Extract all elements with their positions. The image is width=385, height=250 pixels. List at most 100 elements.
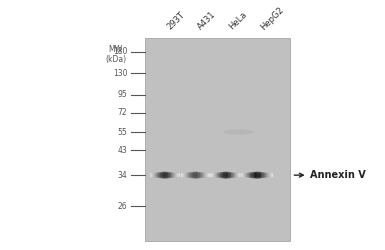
Ellipse shape <box>241 173 242 177</box>
Ellipse shape <box>187 172 188 178</box>
Ellipse shape <box>219 172 221 178</box>
Ellipse shape <box>150 173 151 177</box>
Ellipse shape <box>256 172 257 179</box>
Ellipse shape <box>226 172 227 179</box>
Ellipse shape <box>177 173 179 177</box>
Ellipse shape <box>174 172 175 178</box>
Ellipse shape <box>253 172 254 178</box>
Ellipse shape <box>224 172 225 179</box>
Text: 130: 130 <box>113 69 127 78</box>
Ellipse shape <box>204 172 205 178</box>
Ellipse shape <box>208 173 209 177</box>
Ellipse shape <box>216 172 218 178</box>
Ellipse shape <box>249 172 250 178</box>
Ellipse shape <box>264 172 265 178</box>
Ellipse shape <box>172 172 173 178</box>
Ellipse shape <box>239 173 241 177</box>
Ellipse shape <box>194 172 195 179</box>
Ellipse shape <box>182 173 183 177</box>
Ellipse shape <box>156 172 157 178</box>
Ellipse shape <box>206 173 207 178</box>
Ellipse shape <box>223 172 224 178</box>
Ellipse shape <box>234 172 236 178</box>
Ellipse shape <box>218 172 219 178</box>
Ellipse shape <box>192 172 193 178</box>
Ellipse shape <box>264 172 266 178</box>
Ellipse shape <box>183 173 184 178</box>
Ellipse shape <box>244 173 246 178</box>
Ellipse shape <box>252 172 253 178</box>
Ellipse shape <box>188 172 189 178</box>
Ellipse shape <box>248 172 249 178</box>
Ellipse shape <box>179 173 180 177</box>
Ellipse shape <box>267 173 268 178</box>
Ellipse shape <box>176 173 177 178</box>
Ellipse shape <box>151 173 152 177</box>
Ellipse shape <box>206 173 208 178</box>
Ellipse shape <box>158 172 160 178</box>
Ellipse shape <box>247 172 248 178</box>
Ellipse shape <box>238 173 239 178</box>
Ellipse shape <box>236 173 238 178</box>
Ellipse shape <box>256 172 258 179</box>
Ellipse shape <box>243 173 245 178</box>
Ellipse shape <box>167 172 168 178</box>
Ellipse shape <box>272 173 273 177</box>
Ellipse shape <box>189 172 190 178</box>
Ellipse shape <box>174 173 176 178</box>
Ellipse shape <box>171 172 172 178</box>
Ellipse shape <box>194 172 196 179</box>
Ellipse shape <box>153 173 154 178</box>
Ellipse shape <box>219 172 220 178</box>
Ellipse shape <box>225 172 226 179</box>
Ellipse shape <box>223 130 254 135</box>
Ellipse shape <box>207 173 209 178</box>
Ellipse shape <box>259 172 260 178</box>
Ellipse shape <box>205 173 206 178</box>
Ellipse shape <box>193 172 194 178</box>
Ellipse shape <box>221 172 222 178</box>
Ellipse shape <box>250 172 251 178</box>
Ellipse shape <box>230 172 231 178</box>
Ellipse shape <box>216 173 217 178</box>
Ellipse shape <box>268 173 269 178</box>
Ellipse shape <box>178 173 179 177</box>
Ellipse shape <box>270 173 272 177</box>
Ellipse shape <box>270 173 271 178</box>
Ellipse shape <box>229 172 230 178</box>
Ellipse shape <box>253 172 254 178</box>
Ellipse shape <box>184 173 185 178</box>
Ellipse shape <box>157 172 158 178</box>
Ellipse shape <box>198 172 199 178</box>
Ellipse shape <box>209 173 211 177</box>
Ellipse shape <box>184 173 186 178</box>
Ellipse shape <box>228 172 229 178</box>
Ellipse shape <box>187 172 189 178</box>
Ellipse shape <box>232 172 233 178</box>
Ellipse shape <box>261 172 263 178</box>
Ellipse shape <box>171 172 172 178</box>
Ellipse shape <box>215 173 216 178</box>
Ellipse shape <box>169 172 170 178</box>
Ellipse shape <box>254 172 255 178</box>
Ellipse shape <box>202 172 203 178</box>
Ellipse shape <box>162 172 163 178</box>
Text: HepG2: HepG2 <box>258 5 285 32</box>
Text: A431: A431 <box>196 10 218 32</box>
Ellipse shape <box>173 172 174 178</box>
Ellipse shape <box>227 172 228 179</box>
Ellipse shape <box>211 173 212 177</box>
Ellipse shape <box>239 173 240 177</box>
Ellipse shape <box>168 172 169 178</box>
Text: 95: 95 <box>117 90 127 100</box>
Ellipse shape <box>185 172 186 178</box>
Ellipse shape <box>248 172 249 178</box>
Ellipse shape <box>164 172 165 179</box>
Ellipse shape <box>157 172 159 178</box>
Ellipse shape <box>231 172 232 178</box>
Text: Annexin V: Annexin V <box>310 170 365 180</box>
Ellipse shape <box>235 173 236 178</box>
Ellipse shape <box>257 172 259 179</box>
Ellipse shape <box>181 173 182 177</box>
Ellipse shape <box>234 172 235 178</box>
